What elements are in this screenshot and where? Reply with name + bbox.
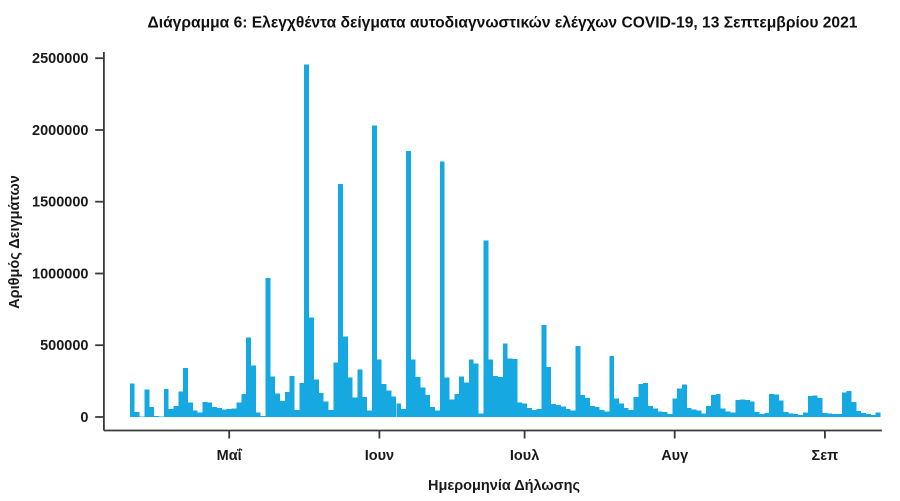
- svg-text:2500000: 2500000: [32, 51, 88, 67]
- svg-text:500000: 500000: [40, 338, 88, 354]
- svg-text:0: 0: [80, 410, 88, 426]
- svg-text:2000000: 2000000: [32, 123, 88, 139]
- svg-text:Ιουλ: Ιουλ: [510, 448, 539, 464]
- svg-text:1500000: 1500000: [32, 195, 88, 211]
- svg-text:Μαΐ: Μαΐ: [217, 448, 243, 464]
- svg-text:Διάγραμμα 6: Ελεγχθέντα δείγμα: Διάγραμμα 6: Ελεγχθέντα δείγματα αυτοδια…: [148, 15, 858, 32]
- svg-text:Αριθμός Δειγμάτων: Αριθμός Δειγμάτων: [7, 175, 23, 309]
- svg-text:Αυγ: Αυγ: [661, 448, 688, 464]
- svg-text:Ημερομηνία Δήλωσης: Ημερομηνία Δήλωσης: [428, 478, 580, 494]
- svg-text:1000000: 1000000: [32, 267, 88, 283]
- svg-text:Σεπ: Σεπ: [812, 448, 839, 464]
- svg-text:Ιουν: Ιουν: [365, 448, 394, 464]
